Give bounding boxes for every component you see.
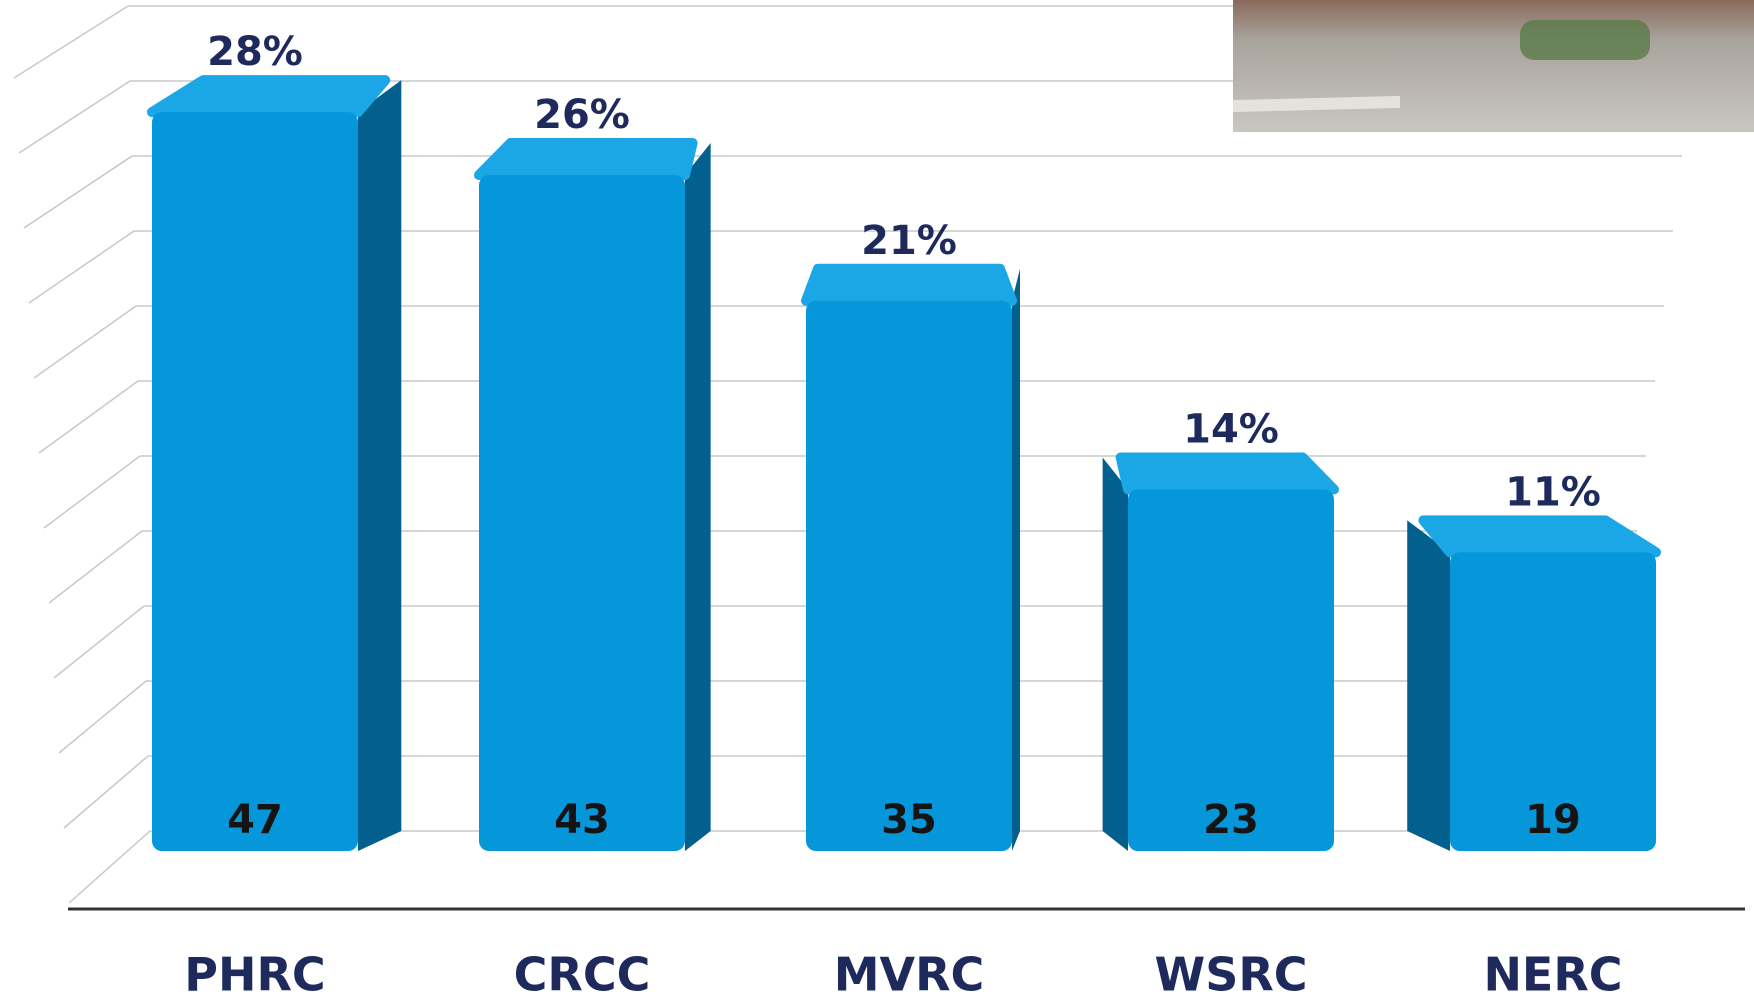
share-label: 28% xyxy=(207,29,303,75)
backdrop-diagonal xyxy=(18,80,131,154)
backdrop-diagonal xyxy=(43,455,141,529)
bar-top xyxy=(474,138,698,181)
backdrop-diagonal xyxy=(28,230,135,304)
bar-top xyxy=(801,263,1017,306)
backdrop-diagonal xyxy=(58,680,147,754)
photo-shrubs xyxy=(1520,20,1650,60)
bar-side xyxy=(685,143,711,852)
backdrop-diagonal xyxy=(63,755,149,829)
photo-curb xyxy=(1233,96,1400,112)
value-label: 47 xyxy=(227,797,283,843)
bar-side xyxy=(1407,520,1450,851)
backdrop-diagonal xyxy=(68,830,151,904)
bar-side xyxy=(1012,268,1020,851)
value-label: 43 xyxy=(554,797,610,843)
x-tick-label: CRCC xyxy=(514,948,651,1001)
bar-top xyxy=(1418,515,1661,558)
bar xyxy=(1450,552,1656,851)
share-label: 26% xyxy=(534,92,630,138)
bar xyxy=(1128,489,1334,851)
bar-top xyxy=(1115,452,1339,495)
backdrop-diagonal xyxy=(13,5,129,79)
value-label: 23 xyxy=(1203,797,1259,843)
bar-top xyxy=(147,75,391,118)
x-tick-label: MVRC xyxy=(834,948,985,1001)
backdrop-diagonal xyxy=(38,380,139,454)
bars: 47 28% PHRC 43 26% CRCC 35 21% MVRC 23 14% WSRC 19 11… xyxy=(147,29,1661,1001)
bar-side xyxy=(1102,457,1128,851)
backdrop-diagonal xyxy=(23,155,133,229)
share-label: 11% xyxy=(1505,469,1601,515)
backdrop-diagonal xyxy=(48,530,143,604)
share-label: 14% xyxy=(1183,406,1279,452)
bar xyxy=(479,175,685,852)
bar-side xyxy=(358,80,402,851)
bar xyxy=(152,112,358,851)
value-label: 35 xyxy=(881,797,937,843)
share-label: 21% xyxy=(861,218,957,264)
backdrop-diagonal xyxy=(53,605,145,679)
x-tick-label: WSRC xyxy=(1154,948,1307,1001)
bar xyxy=(806,300,1012,851)
backdrop-diagonal xyxy=(33,305,137,379)
photo xyxy=(1233,0,1754,132)
value-label: 19 xyxy=(1525,797,1581,843)
x-tick-label: PHRC xyxy=(184,948,325,1001)
x-tick-label: NERC xyxy=(1483,948,1622,1001)
